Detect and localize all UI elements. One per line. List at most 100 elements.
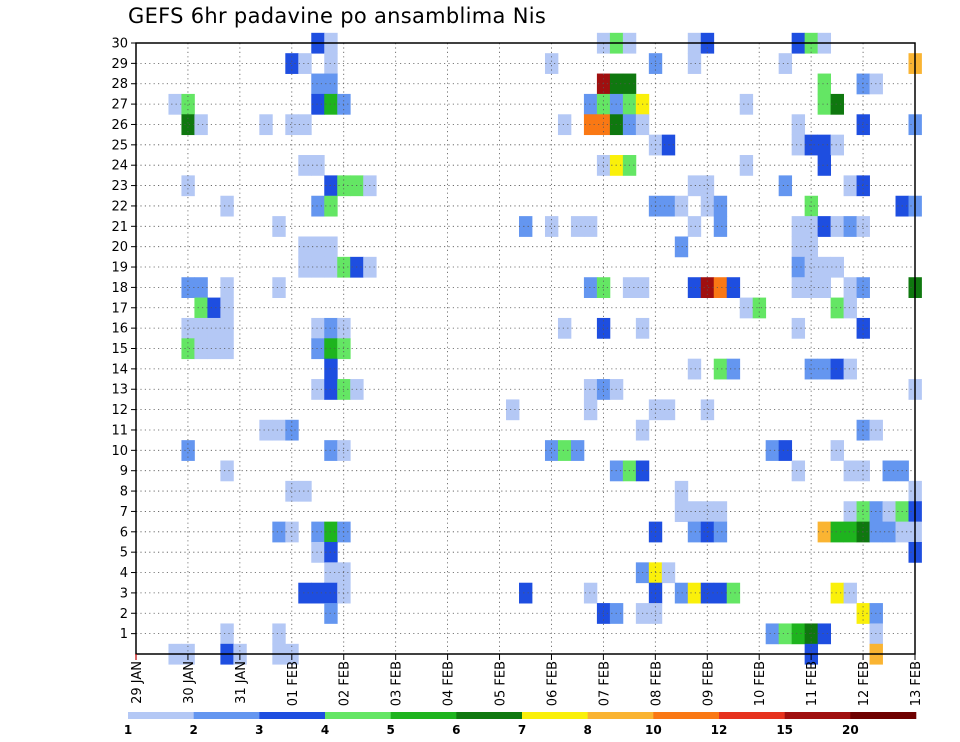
precip-cell	[220, 277, 234, 298]
y-tick-label: 10	[111, 444, 128, 459]
precip-cell	[324, 93, 338, 115]
precip-cell	[311, 155, 325, 176]
precip-cell	[804, 216, 819, 237]
legend-swatch	[719, 712, 785, 719]
y-tick-label: 20	[111, 240, 128, 255]
precip-cell	[700, 175, 715, 197]
precip-cell	[181, 175, 195, 197]
precip-cell	[817, 216, 832, 237]
y-tick-label: 28	[111, 77, 128, 92]
precip-cell	[843, 216, 857, 237]
y-axis-ticks: 1234567891011121314151617181920212223242…	[111, 37, 136, 642]
precip-cell	[830, 440, 844, 461]
precip-cell	[817, 256, 832, 278]
precip-cell	[207, 297, 221, 319]
precip-cell	[311, 73, 325, 95]
precip-cell	[778, 623, 793, 645]
precip-cell	[324, 521, 338, 543]
precip-cell	[687, 53, 702, 74]
precip-cell	[298, 53, 312, 74]
precip-cell	[713, 501, 728, 523]
precip-cell	[700, 501, 715, 523]
precip-cell	[830, 521, 844, 543]
y-tick-label: 30	[111, 37, 128, 52]
y-tick-label: 19	[111, 261, 128, 276]
precip-cell	[311, 582, 325, 604]
y-tick-label: 7	[120, 505, 128, 520]
precip-cell	[259, 419, 273, 441]
precip-cell	[544, 440, 559, 461]
precip-cell	[220, 195, 234, 217]
precip-cell	[324, 175, 338, 197]
precip-cell	[324, 379, 338, 400]
precip-cell	[519, 216, 533, 237]
precip-cell	[674, 480, 689, 502]
precip-cell	[298, 480, 312, 502]
precip-cell	[194, 297, 208, 319]
precip-cell	[739, 155, 754, 176]
x-tick-label: 11 FEB	[805, 661, 820, 706]
precip-cell	[791, 236, 806, 258]
precip-cell	[830, 216, 844, 237]
x-tick-label: 07 FEB	[597, 661, 612, 706]
x-tick-label: 02 FEB	[338, 661, 353, 706]
x-tick-label: 12 FEB	[857, 661, 872, 706]
precip-cell	[856, 277, 870, 298]
precip-cell	[207, 317, 221, 339]
precip-cell	[285, 419, 299, 441]
precip-cell	[272, 623, 286, 645]
precip-cell	[778, 175, 793, 197]
legend-swatch	[587, 712, 654, 719]
precip-cell	[856, 501, 870, 523]
precip-cell	[570, 216, 585, 237]
precip-cell	[817, 521, 832, 543]
grid-layer	[136, 43, 915, 654]
precip-cell	[311, 93, 325, 115]
precip-cell	[830, 134, 844, 156]
y-tick-label: 9	[120, 464, 128, 479]
precip-cell	[181, 93, 195, 115]
x-tick-label: 13 FEB	[909, 661, 924, 706]
y-tick-label: 21	[111, 220, 128, 235]
precip-cell	[220, 297, 234, 319]
x-tick-label: 09 FEB	[701, 661, 716, 706]
y-tick-label: 22	[111, 199, 128, 214]
precip-cell	[856, 216, 870, 237]
precip-cell	[687, 175, 702, 197]
x-tick-label: 06 FEB	[545, 661, 560, 706]
precip-cell	[324, 53, 338, 74]
precip-cell	[311, 338, 325, 360]
precip-cell	[843, 582, 857, 604]
precip-cell	[311, 521, 325, 543]
y-tick-label: 6	[120, 525, 128, 540]
precip-cell	[856, 73, 870, 95]
x-tick-label: 05 FEB	[494, 661, 509, 706]
precip-cell	[830, 582, 844, 604]
precip-cell	[324, 73, 338, 95]
precip-cell	[830, 297, 844, 319]
precip-cell	[791, 134, 806, 156]
y-tick-label: 17	[111, 301, 128, 316]
precip-cell	[324, 236, 338, 258]
x-tick-label: 31 JAN	[234, 661, 249, 704]
y-tick-label: 1	[120, 627, 128, 642]
precip-cell	[713, 195, 728, 217]
legend-label: 1	[124, 723, 132, 737]
precip-cell	[324, 338, 338, 360]
precip-cell	[791, 317, 806, 339]
y-tick-label: 8	[120, 485, 128, 500]
precip-cell	[739, 93, 754, 115]
precip-cell	[168, 93, 182, 115]
y-tick-label: 23	[111, 179, 128, 194]
precip-cell	[583, 379, 598, 400]
precip-cell	[713, 582, 728, 604]
legend-swatch	[259, 712, 326, 719]
precip-cell	[298, 256, 312, 278]
precip-cell	[843, 175, 857, 197]
precip-cell	[817, 155, 832, 176]
precip-cell	[298, 236, 312, 258]
precip-cell	[817, 623, 832, 645]
precip-cell	[583, 277, 598, 298]
legend-label: 2	[189, 723, 197, 737]
